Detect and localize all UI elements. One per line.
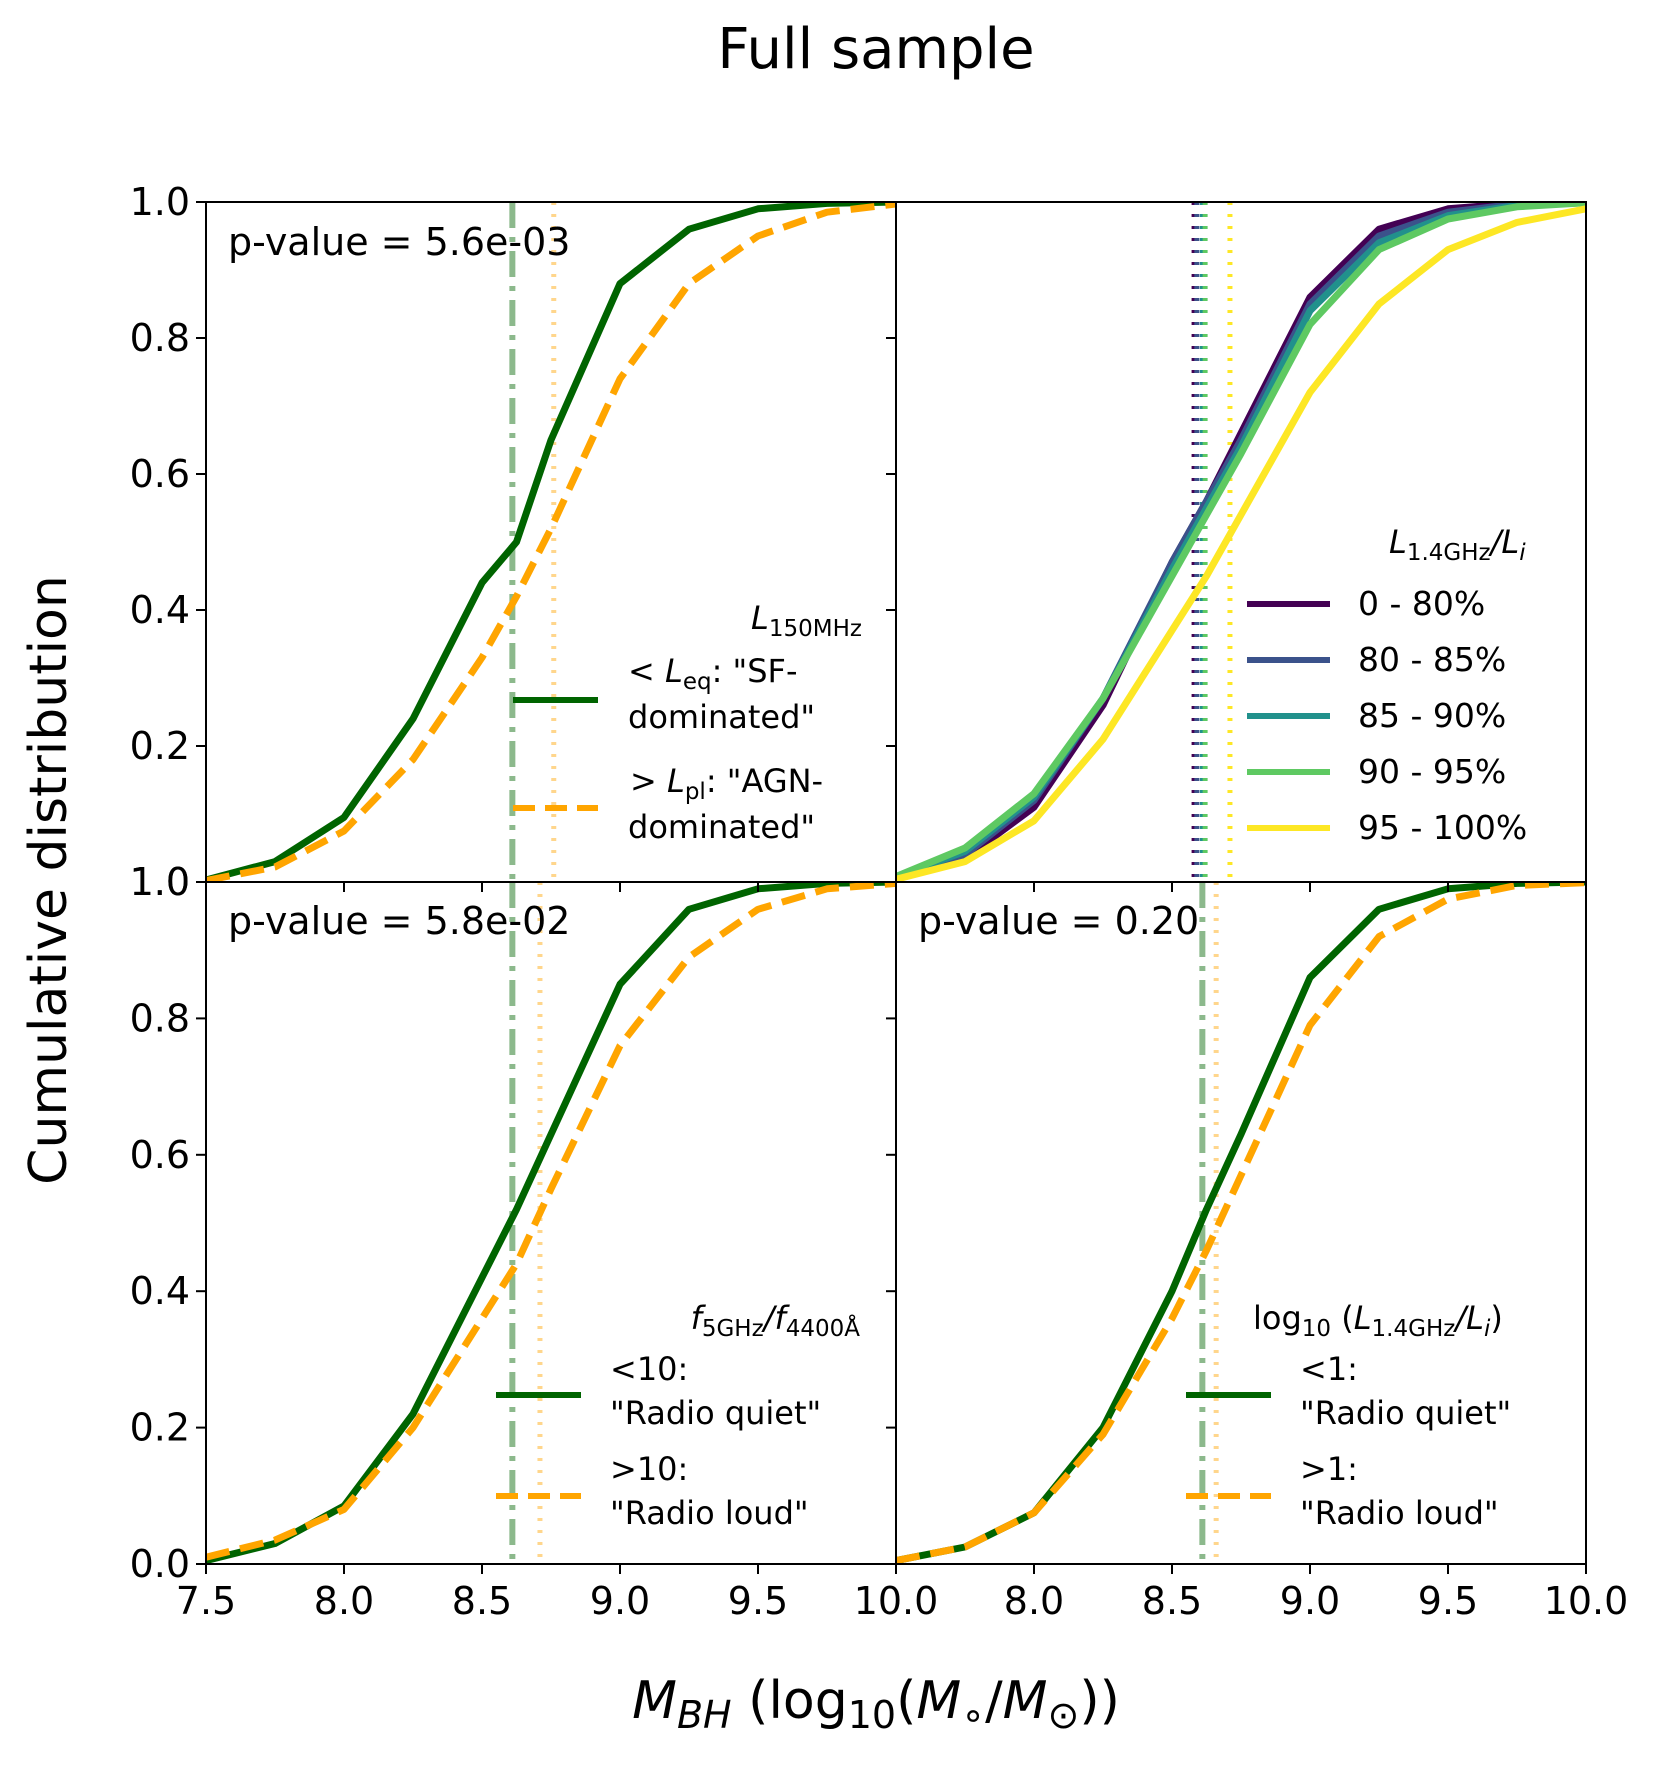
legend-label-2: 85 - 90% [1358,696,1506,735]
x-tick-label: 8.0 [314,1579,374,1623]
series-line-1 [206,202,896,882]
legend-label-loud: >10: [610,1450,688,1488]
legend: log10 (L1.4GHz/Li) <1: "Radio quiet" >1:… [1186,1299,1511,1532]
y-tick-label: 0.6 [130,452,190,496]
y-tick-label: 1.0 [130,860,190,904]
x-tick-label: 8.5 [1142,1579,1202,1623]
panel-top-right: L1.4GHz/Li 0 - 80% 80 - 85% 85 - 90% 90 … [895,201,1587,883]
series-line-0 [896,882,1586,1564]
y-tick-label: 1.0 [130,860,190,904]
legend: L1.4GHz/Li 0 - 80% 80 - 85% 85 - 90% 90 … [1247,523,1527,847]
p-value-annotation: p-value = 5.8e-02 [228,899,570,943]
x-tick-label: 9.5 [728,1579,788,1623]
x-tick-label: 10.0 [854,1579,939,1623]
y-tick-label: 0.4 [130,588,190,632]
x-tick-label: 9.0 [590,1579,650,1623]
legend-label-4: 95 - 100% [1358,808,1527,847]
y-tick-label: 1.0 [130,180,190,224]
figure-title: Full sample [717,17,1034,82]
x-tick-label: 9.5 [1418,1579,1478,1623]
y-tick-label: 0.8 [130,316,190,360]
p-value-annotation: p-value = 5.6e-03 [228,220,570,264]
legend-label-loud-2: "Radio loud" [1300,1494,1499,1532]
series-line-0 [206,202,896,882]
y-tick-label: 0.6 [130,1133,190,1177]
series-line-4 [896,205,1586,882]
y-tick-label: 0.4 [130,1269,190,1313]
panel-frame [205,881,897,1565]
legend: f5GHz/f4400Å <10: "Radio quiet" >10: "Ra… [496,1299,860,1532]
legend-label-agn: > Lpl: "AGN- [630,762,823,805]
legend-title: log10 (L1.4GHz/Li) [1253,1299,1503,1342]
y-tick-label: 0.8 [130,996,190,1040]
legend-title: L150MHz [751,599,862,642]
x-tick-label: 8.5 [452,1579,512,1623]
x-tick-label: 7.5 [176,1579,236,1623]
legend-label-sf: < Leq: "SF- [628,652,798,695]
legend-title: f5GHz/f4400Å [691,1299,861,1342]
legend-label-quiet: <10: [610,1350,688,1388]
panel-bottom-right: p-value = 0.20 log10 (L1.4GHz/Li) <1: "R… [895,881,1587,1565]
p-value-annotation: p-value = 0.20 [918,899,1199,943]
legend-label-1: 80 - 85% [1358,640,1506,679]
x-axis-label: MBH (log10(M∘/M⊙)) [632,1671,1120,1737]
legend-label-quiet-2: "Radio quiet" [1300,1394,1511,1432]
x-tick-label: 9.0 [1280,1579,1340,1623]
legend-label-sf-2: dominated" [628,698,815,736]
series-line-3 [896,202,1586,880]
legend-label-quiet: <1: [1300,1350,1358,1388]
panel-frame [895,881,1587,1565]
legend: L150MHz < Leq: "SF- dominated" > Lpl: "A… [513,599,862,846]
y-axis-label: Cumulative distribution [19,575,79,1185]
legend-label-3: 90 - 95% [1358,752,1506,791]
panel-bottom-left: p-value = 5.8e-02 f5GHz/f4400Å <10: "Rad… [205,881,897,1565]
x-tick-label: 8.0 [1004,1579,1064,1623]
x-tick-label: 10.0 [1544,1579,1629,1623]
y-tick-label: 0.0 [130,1542,190,1586]
series-line-1 [896,882,1586,1564]
y-tick-label: 0.2 [130,724,190,768]
legend-label-quiet-2: "Radio quiet" [610,1394,821,1432]
legend-title: L1.4GHz/Li [1389,523,1526,566]
series-line-0 [206,882,896,1564]
axes-ticks: 7.5 8.0 8.5 9.0 9.5 10.0 8.0 8.5 9.0 9.5 10.0 1.0 0.… [130,180,1629,1623]
legend-label-0: 0 - 80% [1358,584,1485,623]
panel-top-left: p-value = 5.6e-03 L150MHz < Leq: "SF- do… [205,201,897,883]
series-line-1 [206,882,896,1561]
legend-label-loud: >1: [1300,1450,1358,1488]
y-tick-label: 0.2 [130,1406,190,1450]
legend-label-loud-2: "Radio loud" [610,1494,809,1532]
legend-label-agn-2: dominated" [628,808,815,846]
